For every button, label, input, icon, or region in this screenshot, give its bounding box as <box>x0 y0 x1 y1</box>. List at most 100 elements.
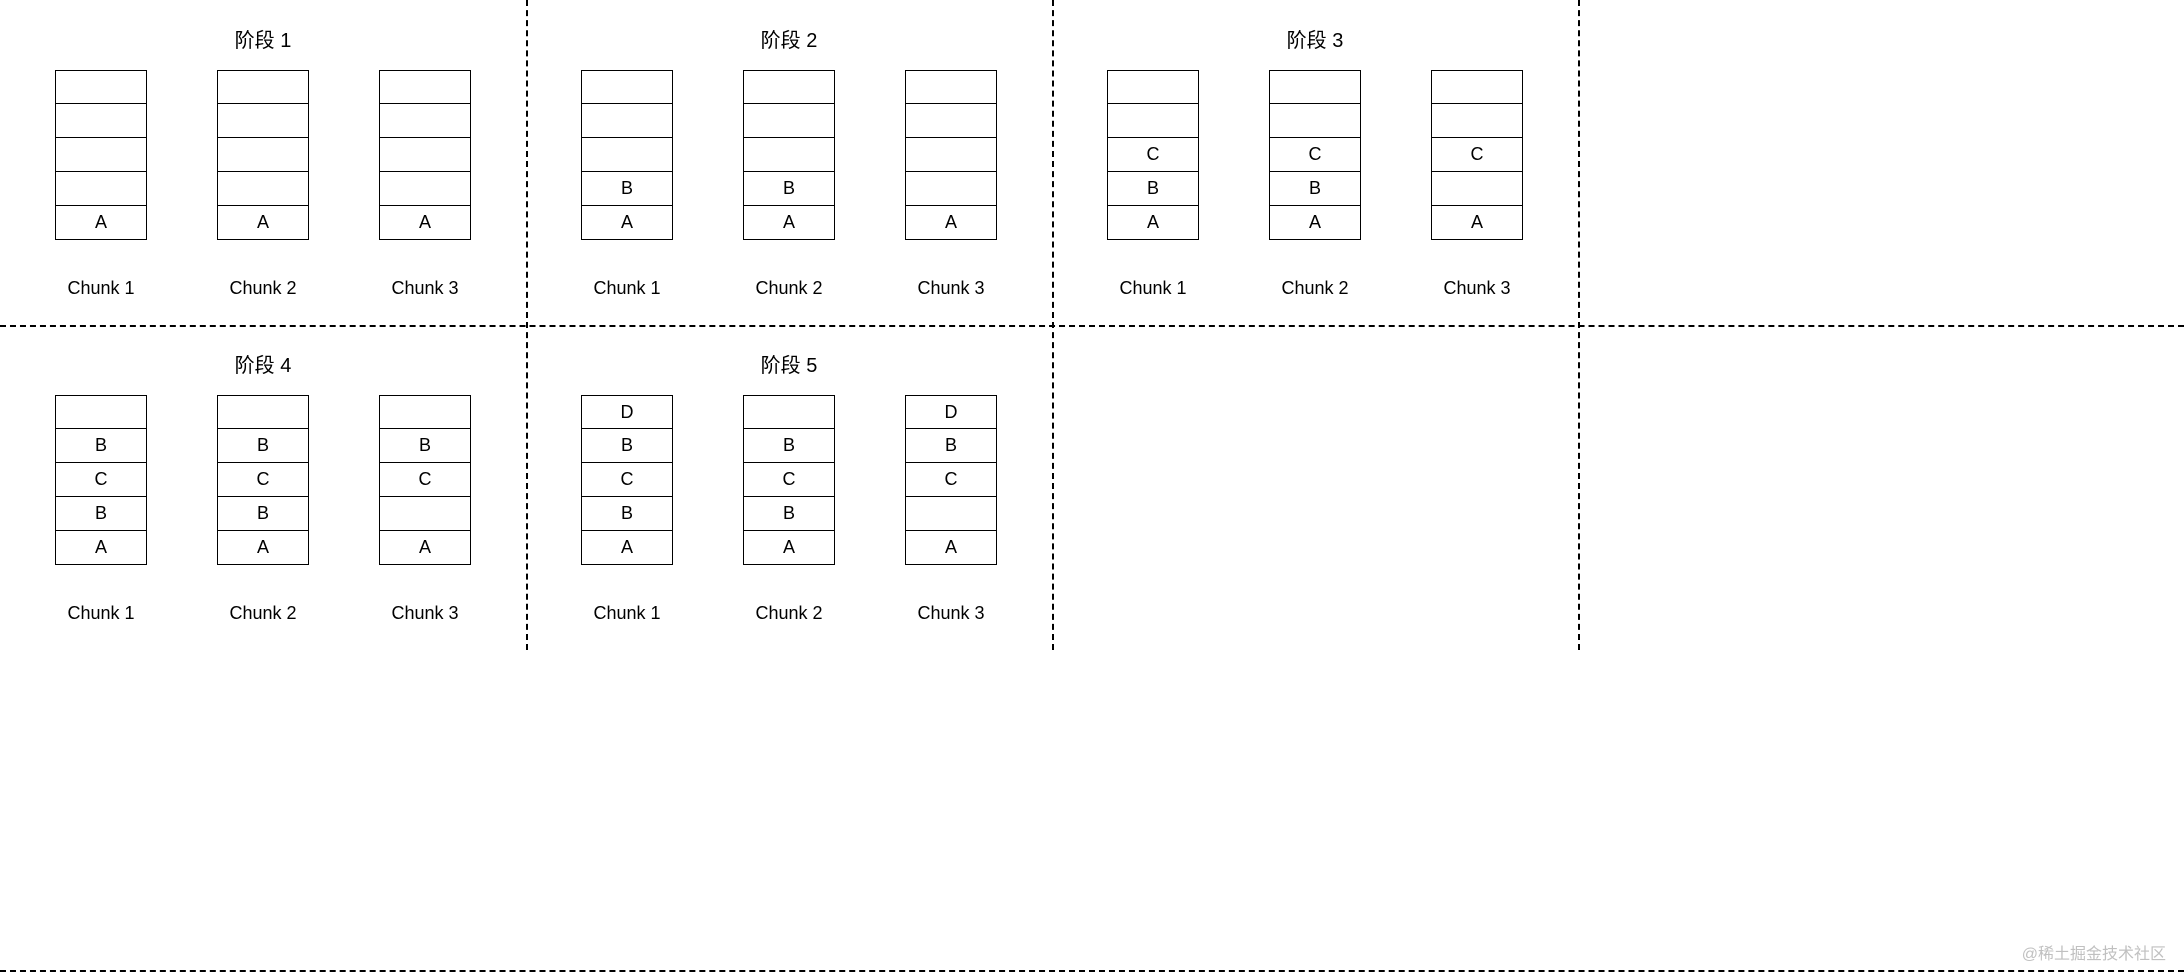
chunk: CBAChunk 1 <box>1107 70 1199 299</box>
stack-cell: B <box>55 429 147 463</box>
chunk: BCA Chunk 3 <box>379 395 471 624</box>
stack: BCA <box>379 395 471 565</box>
chunk-label: Chunk 1 <box>593 603 660 624</box>
stage-panel: 阶段 1 A Chunk 1 A Chunk 2 A Chunk 3 <box>0 0 526 325</box>
stack-cell <box>743 70 835 104</box>
stack-cell: A <box>55 531 147 565</box>
stack-cell: C <box>217 463 309 497</box>
stage-panel: 阶段 4BCBAChunk 1BCBAChunk 2BCAChunk 3 <box>0 325 526 650</box>
stage-title: 阶段 2 <box>526 24 1052 53</box>
stack-cell: A <box>905 531 997 565</box>
stack: DBCA <box>905 395 997 565</box>
chunk-label: Chunk 1 <box>1119 278 1186 299</box>
chunk: CBA Chunk 2 <box>1269 70 1361 299</box>
stack-cell: B <box>581 172 673 206</box>
stack-cell: D <box>581 395 673 429</box>
stack-cell <box>55 138 147 172</box>
diagram-grid: 阶段 1AChunk 1AChunk 2AChunk 3阶段 2BAChunk … <box>0 0 2184 972</box>
stack-cell: A <box>379 531 471 565</box>
stack: BCBA <box>217 395 309 565</box>
stack-cell <box>55 70 147 104</box>
chunks-row: CBAChunk 1CBAChunk 2CAChunk 3 <box>1052 70 1578 299</box>
stack-cell <box>379 395 471 429</box>
stage-title: 阶段 5 <box>526 349 1052 378</box>
stack-cell <box>217 172 309 206</box>
stack-cell <box>1107 70 1199 104</box>
stack-cell <box>217 70 309 104</box>
chunk-label: Chunk 1 <box>67 278 134 299</box>
stack-cell <box>379 70 471 104</box>
stack-cell <box>1269 70 1361 104</box>
stack-cell <box>905 497 997 531</box>
stack: A <box>217 70 309 240</box>
stack-cell: C <box>581 463 673 497</box>
chunk-label: Chunk 2 <box>1281 278 1348 299</box>
chunk-label: Chunk 1 <box>67 603 134 624</box>
stack-cell <box>905 172 997 206</box>
stack: CBA <box>1269 70 1361 240</box>
stack-cell <box>743 104 835 138</box>
chunks-row: BAChunk 1 BAChunk 2 AChunk 3 <box>526 70 1052 299</box>
stack: BCBA <box>743 395 835 565</box>
chunk: DBCA Chunk 3 <box>905 395 997 624</box>
stack-cell <box>743 395 835 429</box>
chunk: AChunk 3 <box>905 70 997 299</box>
chunk: BCBAChunk 1 <box>55 395 147 624</box>
stack-cell: D <box>905 395 997 429</box>
stage-panel: 阶段 5DBCBAChunk 1BCBAChunk 2DBCAChunk 3 <box>526 325 1052 650</box>
stack-cell: A <box>55 206 147 240</box>
stack-cell <box>217 395 309 429</box>
stack-cell <box>905 70 997 104</box>
chunk: A Chunk 1 <box>55 70 147 299</box>
watermark-text: @稀土掘金技术社区 <box>2022 940 2166 964</box>
chunk-label: Chunk 3 <box>917 603 984 624</box>
stack-cell <box>905 138 997 172</box>
chunks-row: A Chunk 1 A Chunk 2 A Chunk 3 <box>0 70 526 299</box>
stack-cell: B <box>743 497 835 531</box>
stack: A <box>379 70 471 240</box>
chunk: DBCBA Chunk 1 <box>581 395 673 624</box>
stack-cell: C <box>55 463 147 497</box>
stack-cell <box>1431 104 1523 138</box>
stack-cell: B <box>1269 172 1361 206</box>
stack-cell: C <box>743 463 835 497</box>
stack-cell: A <box>1269 206 1361 240</box>
chunks-row: DBCBAChunk 1BCBAChunk 2DBCAChunk 3 <box>526 395 1052 624</box>
stack-cell: B <box>217 429 309 463</box>
chunk-label: Chunk 3 <box>1443 278 1510 299</box>
chunk-label: Chunk 3 <box>391 278 458 299</box>
chunk: BAChunk 2 <box>743 70 835 299</box>
stack-cell: A <box>743 206 835 240</box>
stack: CA <box>1431 70 1523 240</box>
stack-cell: B <box>743 429 835 463</box>
stack-cell: B <box>55 497 147 531</box>
stack-cell: C <box>905 463 997 497</box>
stack: BA <box>743 70 835 240</box>
stack-cell: B <box>905 429 997 463</box>
stack: DBCBA <box>581 395 673 565</box>
stack-cell: A <box>379 206 471 240</box>
stack-cell: A <box>217 531 309 565</box>
stack-cell: A <box>1107 206 1199 240</box>
chunk-label: Chunk 3 <box>391 603 458 624</box>
stack-cell <box>55 172 147 206</box>
stack: BCBA <box>55 395 147 565</box>
chunk-label: Chunk 2 <box>229 278 296 299</box>
stage-panel: 阶段 2 BAChunk 1 BAChunk 2 AChunk 3 <box>526 0 1052 325</box>
chunk: BCBAChunk 2 <box>743 395 835 624</box>
stage-title: 阶段 1 <box>0 24 526 53</box>
stage-panel: 阶段 3CBAChunk 1CBAChunk 2CAChunk 3 <box>1052 0 1578 325</box>
stack-cell <box>217 104 309 138</box>
chunk: BAChunk 1 <box>581 70 673 299</box>
stack-cell <box>1431 172 1523 206</box>
stack: A <box>905 70 997 240</box>
stack-cell: C <box>1269 138 1361 172</box>
chunk: BCBAChunk 2 <box>217 395 309 624</box>
stack-cell: A <box>581 206 673 240</box>
stack-cell <box>55 104 147 138</box>
stack-cell <box>379 138 471 172</box>
chunk-label: Chunk 2 <box>229 603 296 624</box>
stack-cell: A <box>217 206 309 240</box>
stack-cell: B <box>379 429 471 463</box>
stack-cell: A <box>743 531 835 565</box>
